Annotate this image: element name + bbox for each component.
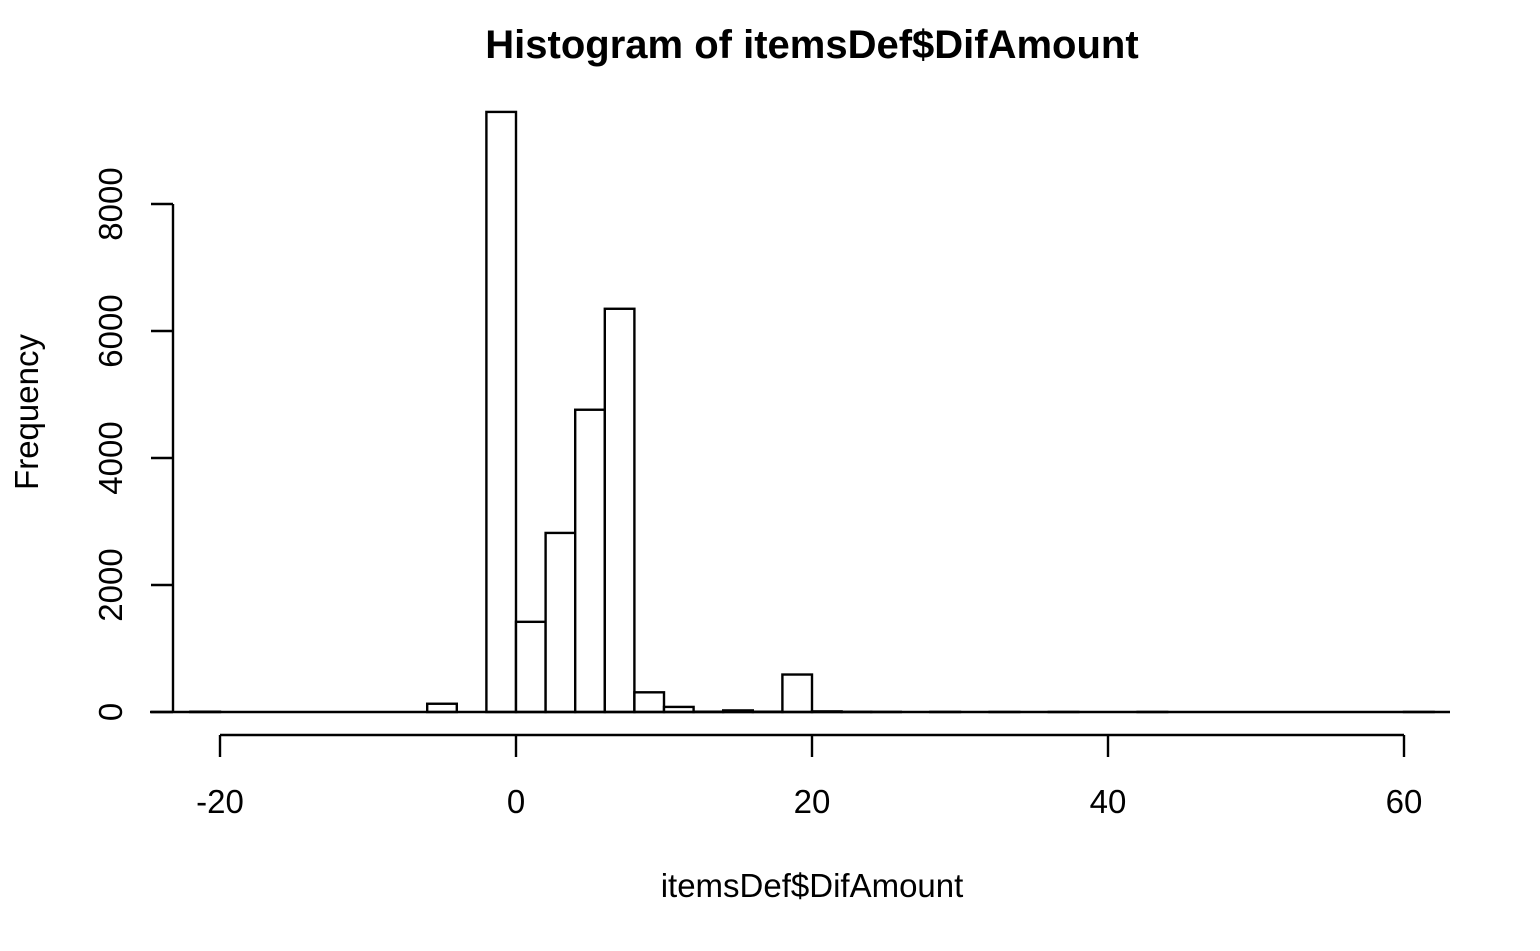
y-axis-title: Frequency	[8, 334, 45, 490]
x-tick-label: 60	[1386, 783, 1423, 820]
histogram-bar	[426, 702, 459, 714]
y-axis: 0 2000 4000 6000 8000	[92, 167, 175, 721]
x-tick-label: 0	[507, 783, 525, 820]
y-tick-label: 8000	[92, 167, 129, 240]
histogram-bar	[603, 307, 636, 714]
y-tick-label: 4000	[92, 421, 129, 494]
histogram-bar	[485, 110, 518, 714]
histogram-bar	[544, 531, 577, 714]
histogram-bar	[633, 691, 666, 714]
x-tick-label: 20	[794, 783, 831, 820]
histogram-bar	[514, 620, 547, 714]
x-tick-label: 40	[1090, 783, 1127, 820]
x-tick-label: -20	[196, 783, 244, 820]
y-tick-label: 2000	[92, 548, 129, 621]
y-tick-label: 6000	[92, 294, 129, 367]
y-tick-label: 0	[92, 703, 129, 721]
histogram-bar	[781, 673, 814, 714]
x-axis-title: itemsDef$DifAmount	[661, 867, 964, 904]
x-axis: -20 0 20 40 60	[196, 733, 1423, 820]
histogram-bars	[189, 110, 1435, 714]
histogram-bar	[574, 408, 607, 714]
chart-title: Histogram of itemsDef$DifAmount	[485, 23, 1138, 67]
